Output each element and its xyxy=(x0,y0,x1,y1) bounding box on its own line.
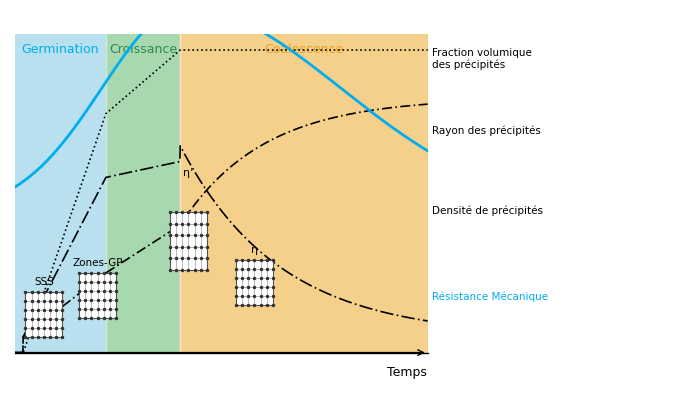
Text: Croissance: Croissance xyxy=(109,43,177,56)
Text: Temps: Temps xyxy=(387,365,427,379)
Text: Germination: Germination xyxy=(21,43,99,56)
Text: Densité de précipités: Densité de précipités xyxy=(432,205,543,215)
Bar xyxy=(15,35,106,353)
Bar xyxy=(25,292,63,337)
Text: SSS: SSS xyxy=(34,276,54,286)
Bar xyxy=(106,35,180,353)
Text: Coalescence: Coalescence xyxy=(264,43,343,56)
Text: η': η' xyxy=(183,168,193,178)
Text: Rayon des précipités: Rayon des précipités xyxy=(432,125,541,136)
Text: Zones-GP: Zones-GP xyxy=(72,257,122,267)
Bar xyxy=(180,35,428,353)
Bar xyxy=(170,213,207,270)
Text: Résistance Mécanique: Résistance Mécanique xyxy=(432,290,548,301)
Bar xyxy=(79,273,116,318)
Text: η: η xyxy=(251,244,258,254)
Bar xyxy=(236,261,273,305)
Text: Fraction volumique
des précipités: Fraction volumique des précipités xyxy=(432,48,532,70)
